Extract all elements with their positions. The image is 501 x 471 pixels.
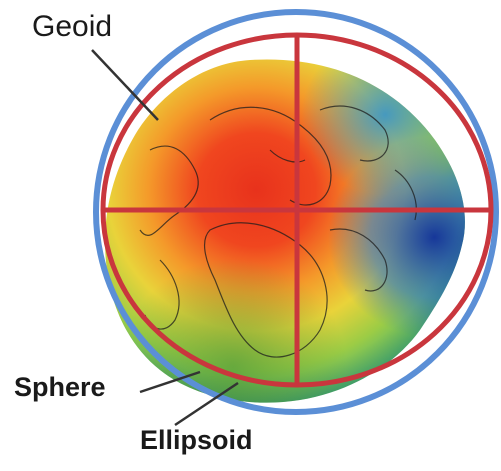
geoid-label: Geoid — [32, 10, 113, 43]
ellipsoid-leader-line — [174, 381, 239, 427]
sphere-outline — [93, 9, 499, 415]
geoid-leader-line — [91, 49, 159, 121]
sphere-label: Sphere — [14, 372, 106, 402]
sphere-leader-line — [139, 370, 201, 394]
geoid-shape — [105, 59, 465, 403]
ellipsoid-label: Ellipsoid — [140, 425, 253, 455]
